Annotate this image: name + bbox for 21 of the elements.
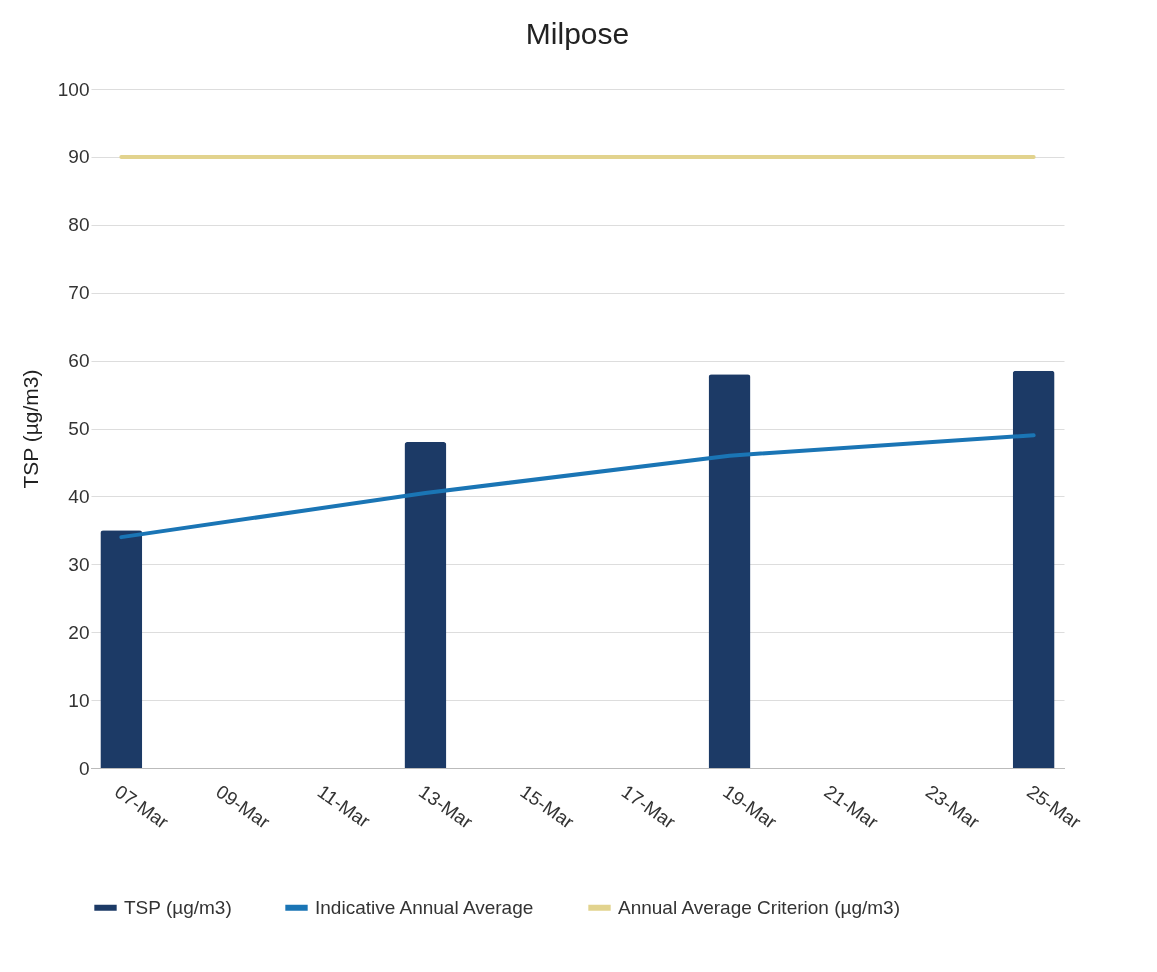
bar: [100, 530, 143, 768]
y-tick-label: 100: [57, 78, 90, 100]
y-tick-label: 30: [68, 553, 90, 575]
bar: [404, 442, 447, 768]
y-axis-title: TSP (µg/m3): [18, 369, 42, 489]
y-tick-label: 10: [68, 689, 90, 711]
line-series: [119, 433, 1036, 540]
legend-label: Annual Average Criterion (µg/m3): [618, 896, 901, 918]
bar: [708, 374, 751, 768]
y-tick-label: 70: [68, 282, 90, 304]
y-tick-label: 20: [68, 621, 90, 643]
legend-label: Indicative Annual Average: [315, 896, 534, 918]
bar: [1012, 370, 1055, 768]
y-tick-label: 40: [68, 485, 90, 507]
y-tick-label: 80: [68, 214, 90, 236]
y-tick-label: 90: [68, 146, 90, 168]
y-tick-label: 50: [68, 418, 90, 439]
y-tick-label: 0: [78, 757, 90, 779]
legend-label: TSP (µg/m3): [124, 896, 232, 918]
chart-title: Milpose: [525, 17, 630, 50]
y-tick-label: 60: [68, 350, 90, 372]
